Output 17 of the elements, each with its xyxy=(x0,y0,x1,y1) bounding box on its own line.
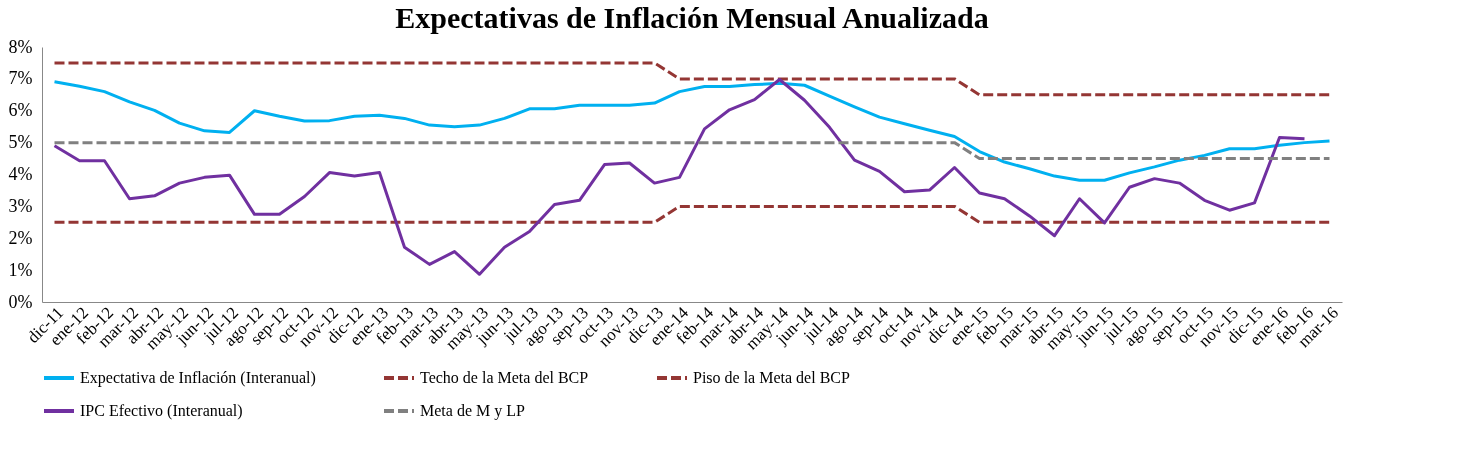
y-tick-label: 0% xyxy=(8,291,33,312)
line-series xyxy=(53,80,1331,182)
y-tick-label: 5% xyxy=(8,132,33,153)
y-tick-label: 1% xyxy=(8,259,33,280)
line-series xyxy=(53,78,1306,276)
y-tick-label: 6% xyxy=(8,100,33,121)
chart-title: Expectativas de Inflación Mensual Anualizada xyxy=(395,1,989,34)
y-tick-label: 4% xyxy=(8,164,33,184)
y-tick-label: 2% xyxy=(8,227,33,248)
legend-label: Techo de la Meta del BCP xyxy=(420,369,589,386)
legend-label: Piso de la Meta del BCP xyxy=(693,369,850,386)
legend-label: Expectativa de Inflación (Interanual) xyxy=(80,369,316,387)
y-tick-label: 7% xyxy=(8,68,33,89)
legend-label: IPC Efectivo (Interanual) xyxy=(80,402,243,420)
legend-label: Meta de M y LP xyxy=(420,402,525,420)
y-tick-label: 3% xyxy=(8,195,33,216)
y-tick-label: 8% xyxy=(8,36,33,57)
